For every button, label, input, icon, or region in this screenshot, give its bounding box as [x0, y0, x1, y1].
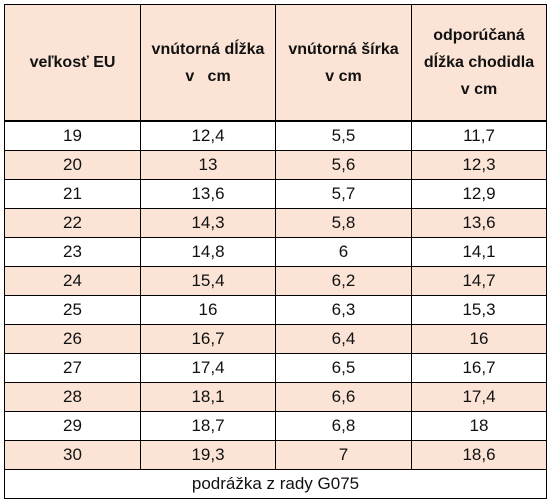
cell-size-eu: 23 — [4, 237, 141, 267]
cell-inner-length: 16,7 — [140, 324, 276, 354]
cell-inner-width: 6,8 — [275, 411, 412, 441]
table-row: 28 18,1 6,6 17,4 — [4, 382, 547, 412]
cell-inner-length: 15,4 — [140, 266, 276, 296]
cell-foot-length: 17,4 — [411, 382, 547, 412]
cell-inner-width: 6 — [275, 237, 412, 267]
cell-inner-width: 6,4 — [275, 324, 412, 354]
table-row: 27 17,4 6,5 16,7 — [4, 353, 547, 383]
cell-size-eu: 27 — [4, 353, 141, 383]
cell-size-eu: 30 — [4, 440, 141, 470]
cell-foot-length: 13,6 — [411, 208, 547, 238]
cell-size-eu: 19 — [4, 120, 141, 151]
cell-size-eu: 28 — [4, 382, 141, 412]
table-row: 21 13,6 5,7 12,9 — [4, 179, 547, 209]
cell-inner-length: 18,1 — [140, 382, 276, 412]
table-row: 20 13 5,6 12,3 — [4, 150, 547, 180]
cell-inner-width: 6,3 — [275, 295, 412, 325]
cell-inner-width: 5,6 — [275, 150, 412, 180]
table-row: 23 14,8 6 14,1 — [4, 237, 547, 267]
cell-size-eu: 24 — [4, 266, 141, 296]
cell-foot-length: 11,7 — [411, 120, 547, 151]
cell-foot-length: 16,7 — [411, 353, 547, 383]
cell-inner-length: 17,4 — [140, 353, 276, 383]
table-row: 30 19,3 7 18,6 — [4, 440, 547, 470]
cell-foot-length: 14,7 — [411, 266, 547, 296]
cell-inner-width: 7 — [275, 440, 412, 470]
header-line: v cm — [460, 81, 498, 98]
table-row: 25 16 6,3 15,3 — [4, 295, 547, 325]
cell-inner-width: 6,5 — [275, 353, 412, 383]
table-row: 29 18,7 6,8 18 — [4, 411, 547, 441]
cell-size-eu: 20 — [4, 150, 141, 180]
header-line: odporúčaná — [433, 27, 525, 44]
cell-inner-width: 6,2 — [275, 266, 412, 296]
table-row: 26 16,7 6,4 16 — [4, 324, 547, 354]
cell-size-eu: 26 — [4, 324, 141, 354]
cell-foot-length: 18 — [411, 411, 547, 441]
table-row: 22 14,3 5,8 13,6 — [4, 208, 547, 238]
header-line: dĺžka chodidla — [423, 54, 535, 71]
cell-inner-length: 14,8 — [140, 237, 276, 267]
header-inner-width: vnútorná šírka v cm — [275, 4, 412, 122]
cell-inner-length: 14,3 — [140, 208, 276, 238]
cell-foot-length: 12,3 — [411, 150, 547, 180]
cell-inner-length: 16 — [140, 295, 276, 325]
cell-inner-length: 18,7 — [140, 411, 276, 441]
header-line: v cm — [325, 67, 362, 85]
table-row: 19 12,4 5,5 11,7 — [4, 120, 547, 151]
header-line: v cm — [185, 67, 231, 85]
header-line: vnútorná dĺžka — [151, 40, 265, 58]
cell-foot-length: 15,3 — [411, 295, 547, 325]
size-chart: veľkosť EU vnútorná dĺžka v cm vnútorná … — [4, 4, 547, 499]
cell-size-eu: 25 — [4, 295, 141, 325]
cell-size-eu: 21 — [4, 179, 141, 209]
header-inner-length: vnútorná dĺžka v cm — [140, 4, 276, 122]
cell-foot-length: 18,6 — [411, 440, 547, 470]
header-line: veľkosť EU — [29, 54, 116, 71]
cell-inner-width: 5,5 — [275, 120, 412, 151]
cell-inner-length: 13 — [140, 150, 276, 180]
header-size-eu: veľkosť EU — [4, 4, 141, 122]
size-table: veľkosť EU vnútorná dĺžka v cm vnútorná … — [4, 4, 547, 499]
cell-inner-width: 5,8 — [275, 208, 412, 238]
cell-size-eu: 29 — [4, 411, 141, 441]
table-body: 19 12,4 5,5 11,7 20 13 5,6 12,3 21 13,6 5,7 12,9 22 1… — [4, 120, 547, 470]
footer-row: podrážka z rady G075 — [4, 469, 547, 499]
cell-size-eu: 22 — [4, 208, 141, 238]
cell-inner-width: 6,6 — [275, 382, 412, 412]
table-row: 24 15,4 6,2 14,7 — [4, 266, 547, 296]
cell-foot-length: 14,1 — [411, 237, 547, 267]
sole-note: podrážka z rady G075 — [4, 469, 547, 499]
header-row: veľkosť EU vnútorná dĺžka v cm vnútorná … — [4, 4, 547, 122]
cell-foot-length: 12,9 — [411, 179, 547, 209]
cell-inner-width: 5,7 — [275, 179, 412, 209]
header-recommended-foot-length: odporúčaná dĺžka chodidla v cm — [411, 4, 547, 122]
cell-inner-length: 12,4 — [140, 120, 276, 151]
cell-inner-length: 19,3 — [140, 440, 276, 470]
header-line: vnútorná šírka — [288, 40, 399, 58]
cell-inner-length: 13,6 — [140, 179, 276, 209]
cell-foot-length: 16 — [411, 324, 547, 354]
